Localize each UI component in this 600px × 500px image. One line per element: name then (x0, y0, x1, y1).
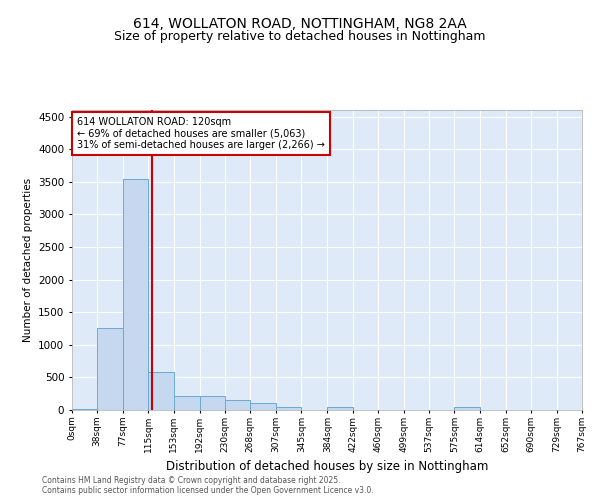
Text: Contains public sector information licensed under the Open Government Licence v3: Contains public sector information licen… (42, 486, 374, 495)
Bar (328, 406, 353, 410)
Bar (454, 406, 480, 410)
Text: 614, WOLLATON ROAD, NOTTINGHAM, NG8 2AA: 614, WOLLATON ROAD, NOTTINGHAM, NG8 2AA (133, 18, 467, 32)
Bar (148, 372, 174, 410)
Text: 614 WOLLATON ROAD: 120sqm
← 69% of detached houses are smaller (5,063)
31% of se: 614 WOLLATON ROAD: 120sqm ← 69% of detac… (77, 117, 325, 150)
Bar (225, 400, 250, 410)
Y-axis label: Number of detached properties: Number of detached properties (23, 178, 32, 342)
Bar (123, 179, 148, 410)
X-axis label: Distribution of detached houses by size in Nottingham: Distribution of detached houses by size … (166, 460, 488, 473)
Text: Contains HM Land Registry data © Crown copyright and database right 2025.: Contains HM Land Registry data © Crown c… (42, 476, 341, 485)
Bar (174, 396, 200, 410)
Bar (72, 408, 97, 410)
Bar (97, 328, 123, 410)
Bar (200, 396, 225, 410)
Text: Size of property relative to detached houses in Nottingham: Size of property relative to detached ho… (114, 30, 486, 43)
Bar (276, 406, 301, 410)
Bar (250, 404, 276, 410)
